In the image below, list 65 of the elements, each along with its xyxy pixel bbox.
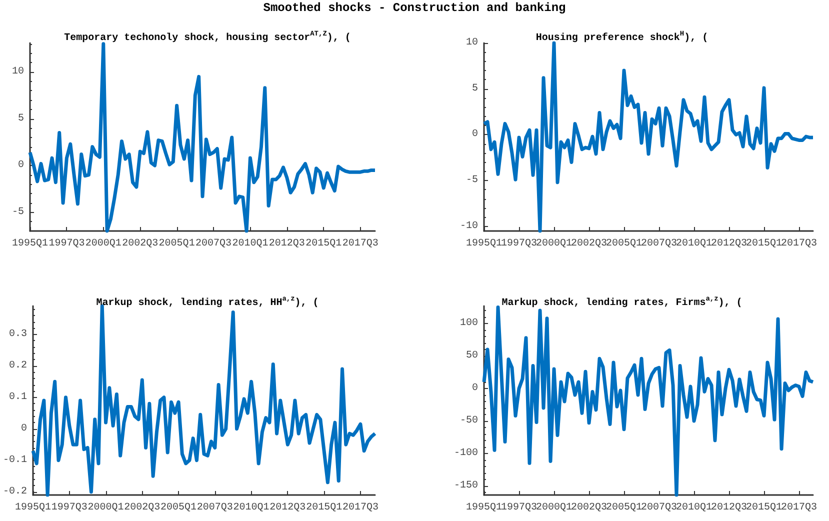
x-tick-label: 1997Q3 bbox=[51, 502, 88, 514]
x-tick-label: 1995Q1 bbox=[12, 238, 48, 250]
x-tick-label: 1995Q1 bbox=[466, 238, 502, 250]
y-tick-label: 10 bbox=[466, 38, 478, 48]
text: Smoothed shocks - Construction and banking bbox=[262, 0, 567, 16]
x-tick-label: 2010Q1 bbox=[232, 238, 268, 250]
x-tick-label: 2015Q1 bbox=[306, 238, 342, 250]
x-tick-label: 2012Q3 bbox=[710, 238, 748, 250]
x-tick-label: 2017Q3 bbox=[780, 502, 818, 514]
y-tick-label: -5 bbox=[466, 175, 478, 186]
x-tick-label: 2012Q3 bbox=[710, 502, 748, 514]
x-tick-label: 2012Q3 bbox=[270, 502, 306, 514]
x-tick-label: 2015Q1 bbox=[746, 238, 782, 250]
y-tick-label: -100 bbox=[454, 448, 478, 459]
y-tick-label: -10 bbox=[460, 220, 478, 232]
y-tick-label: 0.1 bbox=[8, 392, 28, 403]
y-tick-label: -0.1 bbox=[2, 454, 28, 466]
x-tick-label: 2015Q1 bbox=[306, 502, 342, 514]
y-tick-label: 0.2 bbox=[8, 360, 28, 372]
x-tick-label: 2000Q1 bbox=[536, 238, 572, 250]
x-tick-label: 1997Q3 bbox=[500, 502, 538, 514]
line-series bbox=[482, 306, 815, 497]
y-tick-label: 0 bbox=[472, 382, 478, 394]
x-tick-label: 2005Q1 bbox=[160, 502, 197, 514]
y-tick-label: -0.2 bbox=[2, 486, 28, 498]
y-tick-label: 50 bbox=[466, 350, 478, 362]
line-series bbox=[28, 42, 377, 233]
x-tick-label: 2017Q3 bbox=[780, 238, 818, 250]
x-tick-label: 2002Q3 bbox=[570, 502, 608, 514]
y-tick-label: 0.3 bbox=[8, 328, 28, 340]
x-tick-label: 2007Q3 bbox=[196, 502, 233, 514]
y-tick-label: -150 bbox=[454, 480, 478, 492]
x-tick-label: 2007Q3 bbox=[196, 238, 232, 250]
y-tick-label: 5 bbox=[18, 113, 24, 124]
x-tick-label: 1997Q3 bbox=[500, 238, 538, 250]
y-tick-label: 0 bbox=[472, 129, 478, 140]
x-tick-label: 2002Q3 bbox=[122, 238, 158, 250]
y-tick-label: 5 bbox=[472, 83, 478, 94]
x-tick-label: 2005Q1 bbox=[606, 238, 642, 250]
x-tick-label: 2012Q3 bbox=[268, 238, 305, 250]
x-tick-label: 2000Q1 bbox=[88, 502, 124, 514]
x-tick-label: 2010Q1 bbox=[233, 502, 270, 514]
y-tick-label: -5 bbox=[12, 206, 24, 218]
y-tick-label: 0 bbox=[18, 160, 24, 172]
line-series bbox=[482, 41, 815, 233]
y-tick-label: 10 bbox=[12, 66, 24, 78]
x-tick-label: 2007Q3 bbox=[640, 238, 678, 250]
x-tick-label: 2000Q1 bbox=[85, 238, 122, 250]
x-tick-label: 2005Q1 bbox=[158, 238, 195, 250]
y-tick-label: 100 bbox=[460, 318, 478, 330]
x-tick-label: 2015Q1 bbox=[746, 502, 782, 514]
x-tick-label: 2007Q3 bbox=[640, 502, 678, 514]
y-tick-label: 0 bbox=[20, 423, 28, 434]
x-tick-label: 2017Q3 bbox=[342, 238, 378, 250]
x-tick-label: 2002Q3 bbox=[124, 502, 160, 514]
x-tick-label: 1995Q1 bbox=[466, 502, 502, 514]
x-tick-label: 2005Q1 bbox=[606, 502, 642, 514]
x-tick-label: 2000Q1 bbox=[536, 502, 572, 514]
x-tick-label: 1997Q3 bbox=[48, 238, 85, 250]
x-tick-label: 2010Q1 bbox=[676, 238, 712, 250]
y-tick-label: -50 bbox=[460, 415, 478, 426]
x-tick-label: 2002Q3 bbox=[570, 238, 608, 250]
x-tick-label: 1995Q1 bbox=[14, 502, 52, 514]
x-tick-label: 2017Q3 bbox=[342, 502, 378, 514]
x-tick-label: 2010Q1 bbox=[676, 502, 712, 514]
